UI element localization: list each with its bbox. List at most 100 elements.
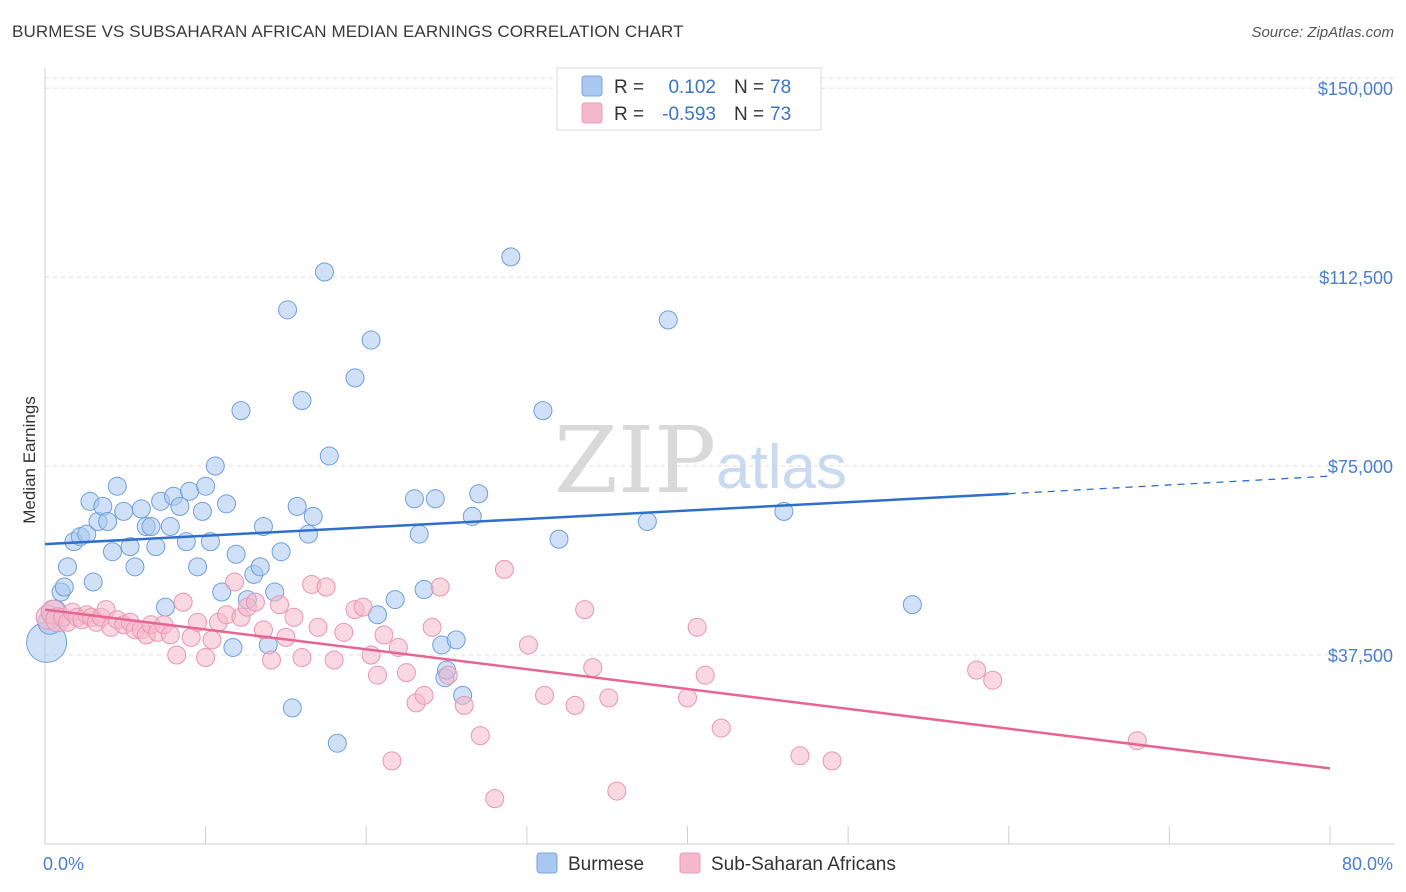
burmese-point-62 [414,580,434,600]
subsaharan-point-65 [535,685,555,705]
subsaharan-point-79 [1127,731,1147,751]
subsaharan-point-54 [396,663,416,683]
burmese-point-74 [637,511,657,531]
subsaharan-point-36 [253,620,273,640]
legend-r-value-burmese: 0.102 [668,77,716,98]
x-tick-labels: 0.0% 80.0% [43,854,1393,874]
y-tick-label-3: $150,000 [1318,79,1393,99]
subsaharan-point-48 [353,597,373,617]
bottom-legend-swatch-subsaharan [679,852,701,874]
burmese-point-71 [501,247,521,267]
burmese-point-36 [217,494,237,514]
subsaharan-point-51 [374,625,394,645]
burmese-point-38 [226,544,246,564]
y-axis-label: Median Earnings [20,396,39,524]
burmese-point-34 [205,456,225,476]
burmese-point-59 [385,590,405,610]
subsaharan-point-39 [276,627,296,647]
burmese-point-33 [200,532,220,552]
subsaharan-point-45 [324,650,344,670]
burmese-point-47 [278,300,298,320]
burmese-point-37 [223,637,243,657]
subsaharan-point-67 [575,600,595,620]
burmese-point-60 [404,489,424,509]
subsaharan-point-64 [518,635,538,655]
burmese-point-15 [107,476,127,496]
burmese-point-4 [54,577,74,597]
x-tick-label-1: 80.0% [1342,854,1393,874]
trend-line-burmese [44,492,1009,546]
burmese-point-49 [287,496,307,516]
subsaharan-point-63 [494,559,514,579]
burmese-point-77 [902,595,922,615]
subsaharan-point-61 [470,726,490,746]
watermark-zip: ZIP [554,407,716,514]
y-tick-label-2: $112,500 [1319,268,1393,288]
bottom-legend-label-burmese: Burmese [568,854,644,875]
legend-n-label-burmese: N = [734,77,764,98]
trend-line-burmese-extension [1008,475,1331,495]
burmese-point-73 [549,529,569,549]
subsaharan-point-69 [599,688,619,708]
legend-r-label-burmese: R = [614,77,644,98]
burmese-point-70 [469,484,489,504]
subsaharan-point-75 [790,746,810,766]
burmese-point-54 [319,446,339,466]
subsaharan-point-40 [284,607,304,627]
axes [44,68,1395,845]
subsaharan-point-43 [308,617,328,637]
subsaharan-point-73 [695,665,715,685]
subsaharan-point-72 [687,617,707,637]
y-tick-label-0: $37,500 [1328,646,1393,666]
subsaharan-point-38 [270,595,290,615]
legend-n-value-subsaharan: 73 [770,104,791,125]
burmese-point-18 [125,557,145,577]
burmese-point-25 [160,517,180,537]
subsaharan-point-59 [438,665,458,685]
burmese-point-27 [170,496,190,516]
subsaharan-point-52 [382,751,402,771]
legend-n-value-burmese: 78 [770,77,791,98]
legend-r-value-subsaharan: -0.593 [662,104,716,125]
burmese-point-46 [271,542,291,562]
subsaharan-point-57 [422,617,442,637]
watermark: ZIP atlas [554,407,847,514]
subsaharan-point-41 [292,648,312,668]
burmese-point-50 [292,391,312,411]
legend-r-label-subsaharan: R = [614,104,644,125]
burmese-point-56 [345,368,365,388]
burmese-point-14 [102,542,122,562]
legend-n-label-subsaharan: N = [734,104,764,125]
subsaharan-point-77 [967,660,987,680]
burmese-point-35 [212,582,232,602]
burmese-point-51 [298,524,318,544]
subsaharan-point-76 [822,751,842,771]
y-tick-labels: $37,500 $75,000 $112,500 $150,000 [1318,79,1393,666]
burmese-point-52 [303,506,323,526]
subsaharan-point-70 [607,781,627,801]
burmese-point-43 [253,517,273,537]
burmese-point-21 [141,517,161,537]
series-subsaharan-points [35,559,1147,809]
subsaharan-point-60 [454,695,474,715]
subsaharan-point-32 [225,572,245,592]
burmese-point-63 [425,489,445,509]
burmese-point-31 [192,501,212,521]
burmese-point-17 [120,537,140,557]
burmese-point-32 [196,476,216,496]
subsaharan-point-68 [583,658,603,678]
subsaharan-point-44 [316,577,336,597]
burmese-point-19 [131,499,151,519]
subsaharan-point-35 [245,592,265,612]
burmese-point-53 [314,262,334,282]
subsaharan-point-28 [196,648,216,668]
subsaharan-point-29 [202,630,222,650]
burmese-point-39 [231,401,251,421]
burmese-point-55 [327,733,347,753]
subsaharan-point-23 [160,625,180,645]
burmese-point-57 [361,330,381,350]
bottom-legend: Burmese Sub-Saharan Africans [536,852,896,875]
bottom-legend-label-subsaharan: Sub-Saharan Africans [711,854,896,875]
legend: R = 0.102 N = 78 R = -0.593 N = 73 [556,67,822,131]
